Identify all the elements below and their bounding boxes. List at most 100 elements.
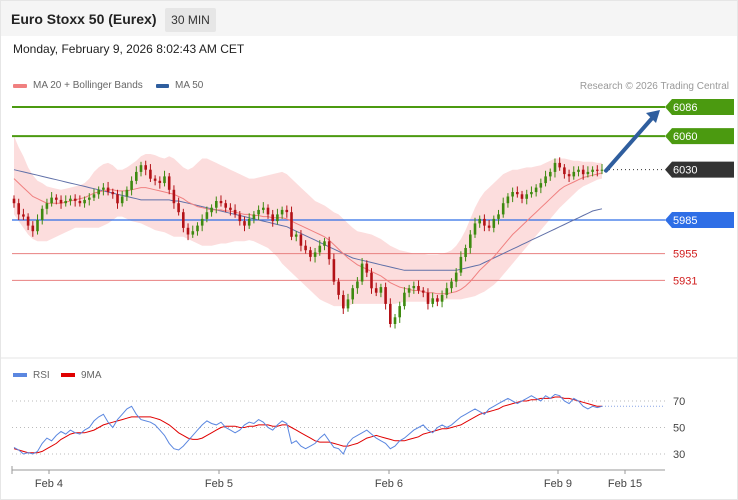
x-tick-label: Feb 9 — [544, 478, 572, 490]
rsi-legend-label: RSI — [33, 370, 50, 381]
candle-body — [158, 180, 162, 183]
level-tag-6060 — [665, 128, 734, 145]
candle-body — [243, 221, 246, 226]
candle-body — [276, 214, 279, 222]
candle-body — [407, 288, 411, 293]
x-tick-label: Feb 4 — [35, 478, 63, 490]
report-datetime: Monday, February 9, 2026 8:02:43 AM CET — [13, 42, 245, 56]
candle-body — [436, 298, 439, 302]
rsi-tick-30: 30 — [673, 449, 685, 461]
candle-body — [365, 263, 369, 273]
candle-body — [356, 281, 359, 289]
rsi-tick-70: 70 — [673, 396, 685, 408]
candle-body — [520, 194, 524, 199]
bollinger-band — [14, 136, 602, 307]
level-tag-6086 — [665, 99, 734, 115]
candle-body — [120, 196, 124, 204]
candle-body — [553, 162, 557, 172]
candle-body — [64, 201, 67, 204]
candle-body — [139, 165, 143, 172]
candle-body — [304, 245, 307, 251]
candle-body — [525, 194, 528, 199]
candle-body — [360, 263, 364, 282]
candle-body — [426, 292, 430, 304]
rsi-ma-legend-label: 9MA — [81, 370, 102, 381]
candle-body — [323, 241, 326, 246]
candle-body — [313, 252, 317, 257]
candle-body — [403, 292, 406, 307]
level-label-6086: 6086 — [673, 102, 697, 114]
candle-body — [144, 165, 147, 170]
candle-body — [299, 234, 303, 246]
legend-ma50-label: MA 50 — [175, 80, 204, 91]
candle-body — [73, 198, 77, 201]
candle-body — [55, 197, 58, 200]
candle-body — [431, 298, 434, 304]
candle-body — [191, 231, 195, 235]
forecast-arrow — [604, 114, 656, 173]
level-label-5955: 5955 — [673, 249, 697, 261]
candle-body — [450, 281, 453, 289]
candle-body — [102, 187, 105, 190]
candle-body — [257, 209, 260, 215]
instrument-title: Euro Stoxx 50 (Eurex) — [11, 11, 157, 27]
candle-body — [581, 169, 585, 175]
candle-body — [445, 288, 449, 295]
candle-body — [59, 199, 63, 204]
candle-body — [290, 212, 293, 237]
candle-body — [511, 192, 514, 197]
candle-body — [26, 216, 30, 226]
candles — [12, 157, 604, 329]
candle-body — [280, 209, 284, 215]
candle-body — [577, 169, 580, 172]
level-label-6030: 6030 — [673, 165, 697, 177]
timeframe-button[interactable]: 30 MIN — [165, 8, 216, 32]
candle-body — [530, 192, 533, 195]
candle-body — [454, 272, 458, 282]
candle-body — [370, 272, 373, 289]
candle-body — [501, 203, 505, 215]
candle-body — [167, 176, 171, 190]
candle-body — [497, 214, 500, 219]
level-tag-5985 — [665, 212, 734, 228]
candle-body — [215, 201, 218, 208]
candle-body — [219, 201, 223, 204]
rsi-ma-legend-swatch — [61, 373, 75, 377]
candle-body — [172, 189, 176, 204]
candle-body — [591, 169, 594, 172]
candle-body — [572, 171, 576, 177]
candle-body — [92, 194, 96, 198]
legend-ma20: MA 20 + Bollinger Bands — [13, 80, 143, 91]
candle-body — [389, 303, 392, 324]
candle-body — [262, 207, 265, 210]
candle-body — [182, 212, 185, 228]
candle-body — [417, 286, 420, 291]
candle-body — [130, 180, 133, 190]
candle-body — [83, 199, 86, 204]
level-label-5985: 5985 — [673, 215, 697, 227]
candle-body — [337, 281, 340, 295]
candle-body — [586, 171, 590, 175]
candle-body — [332, 259, 336, 282]
level-tag-6030 — [665, 161, 734, 178]
candle-body — [318, 245, 322, 253]
candle-body — [464, 248, 467, 257]
candle-body — [210, 207, 213, 213]
ma20-line — [13, 172, 603, 295]
level-label-6060: 6060 — [673, 131, 697, 143]
candle-body — [342, 295, 345, 309]
candle-body — [309, 250, 312, 257]
candle-body — [285, 209, 289, 213]
candle-body — [238, 214, 242, 222]
candle-body — [600, 169, 604, 171]
candle-body — [163, 176, 166, 184]
candle-body — [196, 225, 199, 232]
candle-body — [40, 208, 44, 220]
x-tick-label: Feb 5 — [205, 478, 233, 490]
candle-body — [483, 218, 486, 226]
ma50-swatch — [156, 83, 169, 88]
rsi-tick-50: 50 — [673, 423, 685, 435]
candle-body — [294, 234, 298, 237]
candle-body — [558, 162, 561, 168]
